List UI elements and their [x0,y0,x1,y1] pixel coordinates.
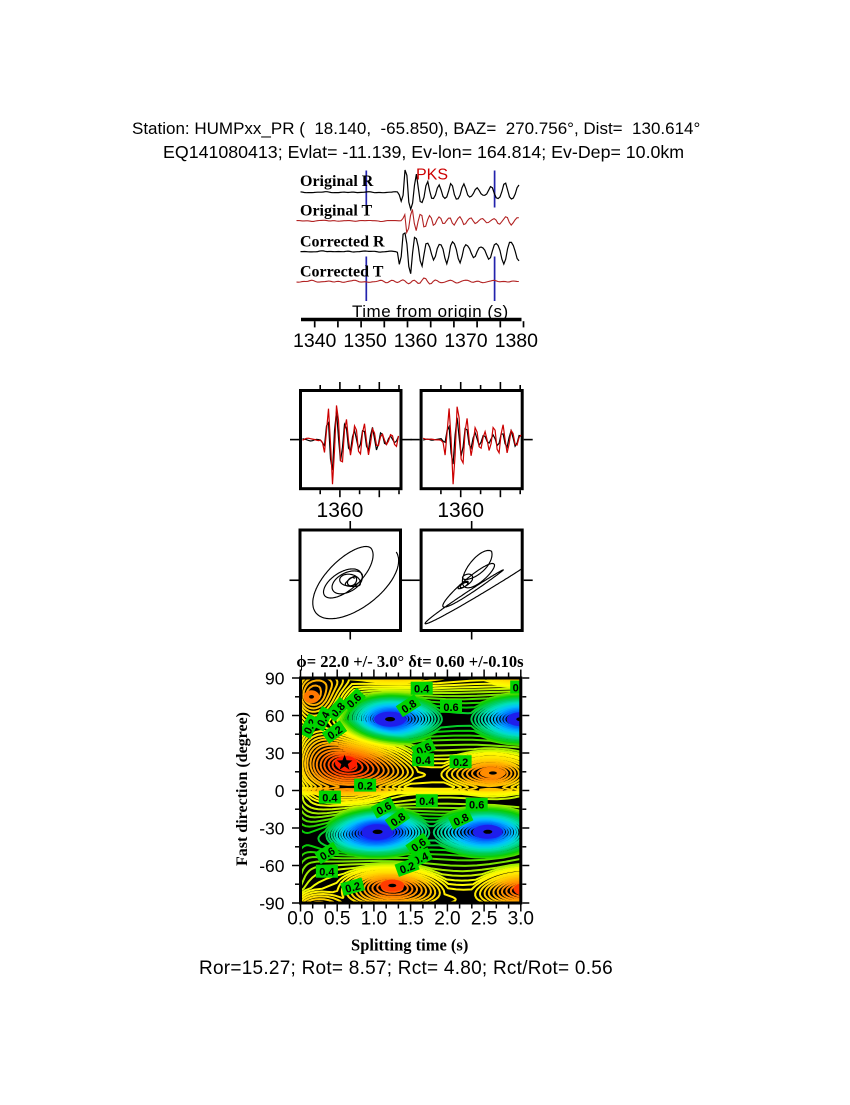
svg-text:-60: -60 [259,856,285,876]
svg-text:Station: HUMPxx_PR ( 18.140,: Station: HUMPxx_PR ( 18.140, -65.850), B… [132,119,700,138]
svg-text:-90: -90 [259,893,285,913]
svg-text:1.5: 1.5 [397,909,423,930]
svg-text:ϕ= 22.0 +/- 3.0° δt= 0.60 +/-0: ϕ= 22.0 +/- 3.0° δt= 0.60 +/-0.10s [296,652,524,671]
svg-text:Original T: Original T [300,202,372,219]
svg-text:0.2: 0.2 [453,757,468,769]
svg-text:0.6: 0.6 [469,800,484,812]
svg-text:1380: 1380 [495,330,539,352]
svg-text:0.2: 0.2 [398,860,416,877]
svg-text:0.2: 0.2 [357,781,372,793]
svg-text:0.2: 0.2 [344,880,362,896]
svg-text:1360: 1360 [317,499,364,522]
svg-text:Corrected R: Corrected R [300,233,385,250]
svg-text:0.4: 0.4 [322,793,338,805]
svg-text:1360: 1360 [437,499,484,522]
svg-text:EQ141080413; Evlat= -11.139, E: EQ141080413; Evlat= -11.139, Ev-lon= 164… [163,142,684,162]
svg-text:0.4: 0.4 [319,867,335,879]
svg-text:60: 60 [265,706,285,726]
svg-text:1370: 1370 [444,330,488,352]
svg-text:1360: 1360 [394,330,438,352]
svg-text:0.5: 0.5 [324,909,350,930]
svg-text:2.0: 2.0 [434,909,460,930]
svg-text:Corrected T: Corrected T [300,263,384,280]
svg-text:30: 30 [265,743,285,763]
svg-text:3.0: 3.0 [508,909,534,930]
svg-text:1340: 1340 [293,330,337,352]
svg-text:0.0: 0.0 [287,909,313,930]
svg-text:0.8: 0.8 [452,812,471,829]
svg-text:0: 0 [275,781,285,801]
svg-text:90: 90 [265,668,285,688]
svg-text:0.6: 0.6 [443,702,458,714]
svg-text:-30: -30 [259,818,285,838]
svg-text:0.4: 0.4 [419,796,435,808]
svg-text:Original R: Original R [300,173,374,190]
svg-text:0: 0 [513,683,519,695]
svg-text:1350: 1350 [343,330,387,352]
svg-text:2.5: 2.5 [471,909,497,930]
svg-text:Fast direction (degree): Fast direction (degree) [234,712,251,866]
svg-text:Ror=15.27; Rot= 8.57; Rct= 4.8: Ror=15.27; Rot= 8.57; Rct= 4.80; Rct/Rot… [199,958,613,979]
svg-text:0.4: 0.4 [415,755,431,767]
svg-text:Splitting time (s): Splitting time (s) [351,935,468,954]
svg-text:0.4: 0.4 [414,684,430,696]
svg-text:1.0: 1.0 [361,909,387,930]
svg-text:PKS: PKS [416,167,448,184]
svg-text:Time from origin (s): Time from origin (s) [352,302,509,321]
